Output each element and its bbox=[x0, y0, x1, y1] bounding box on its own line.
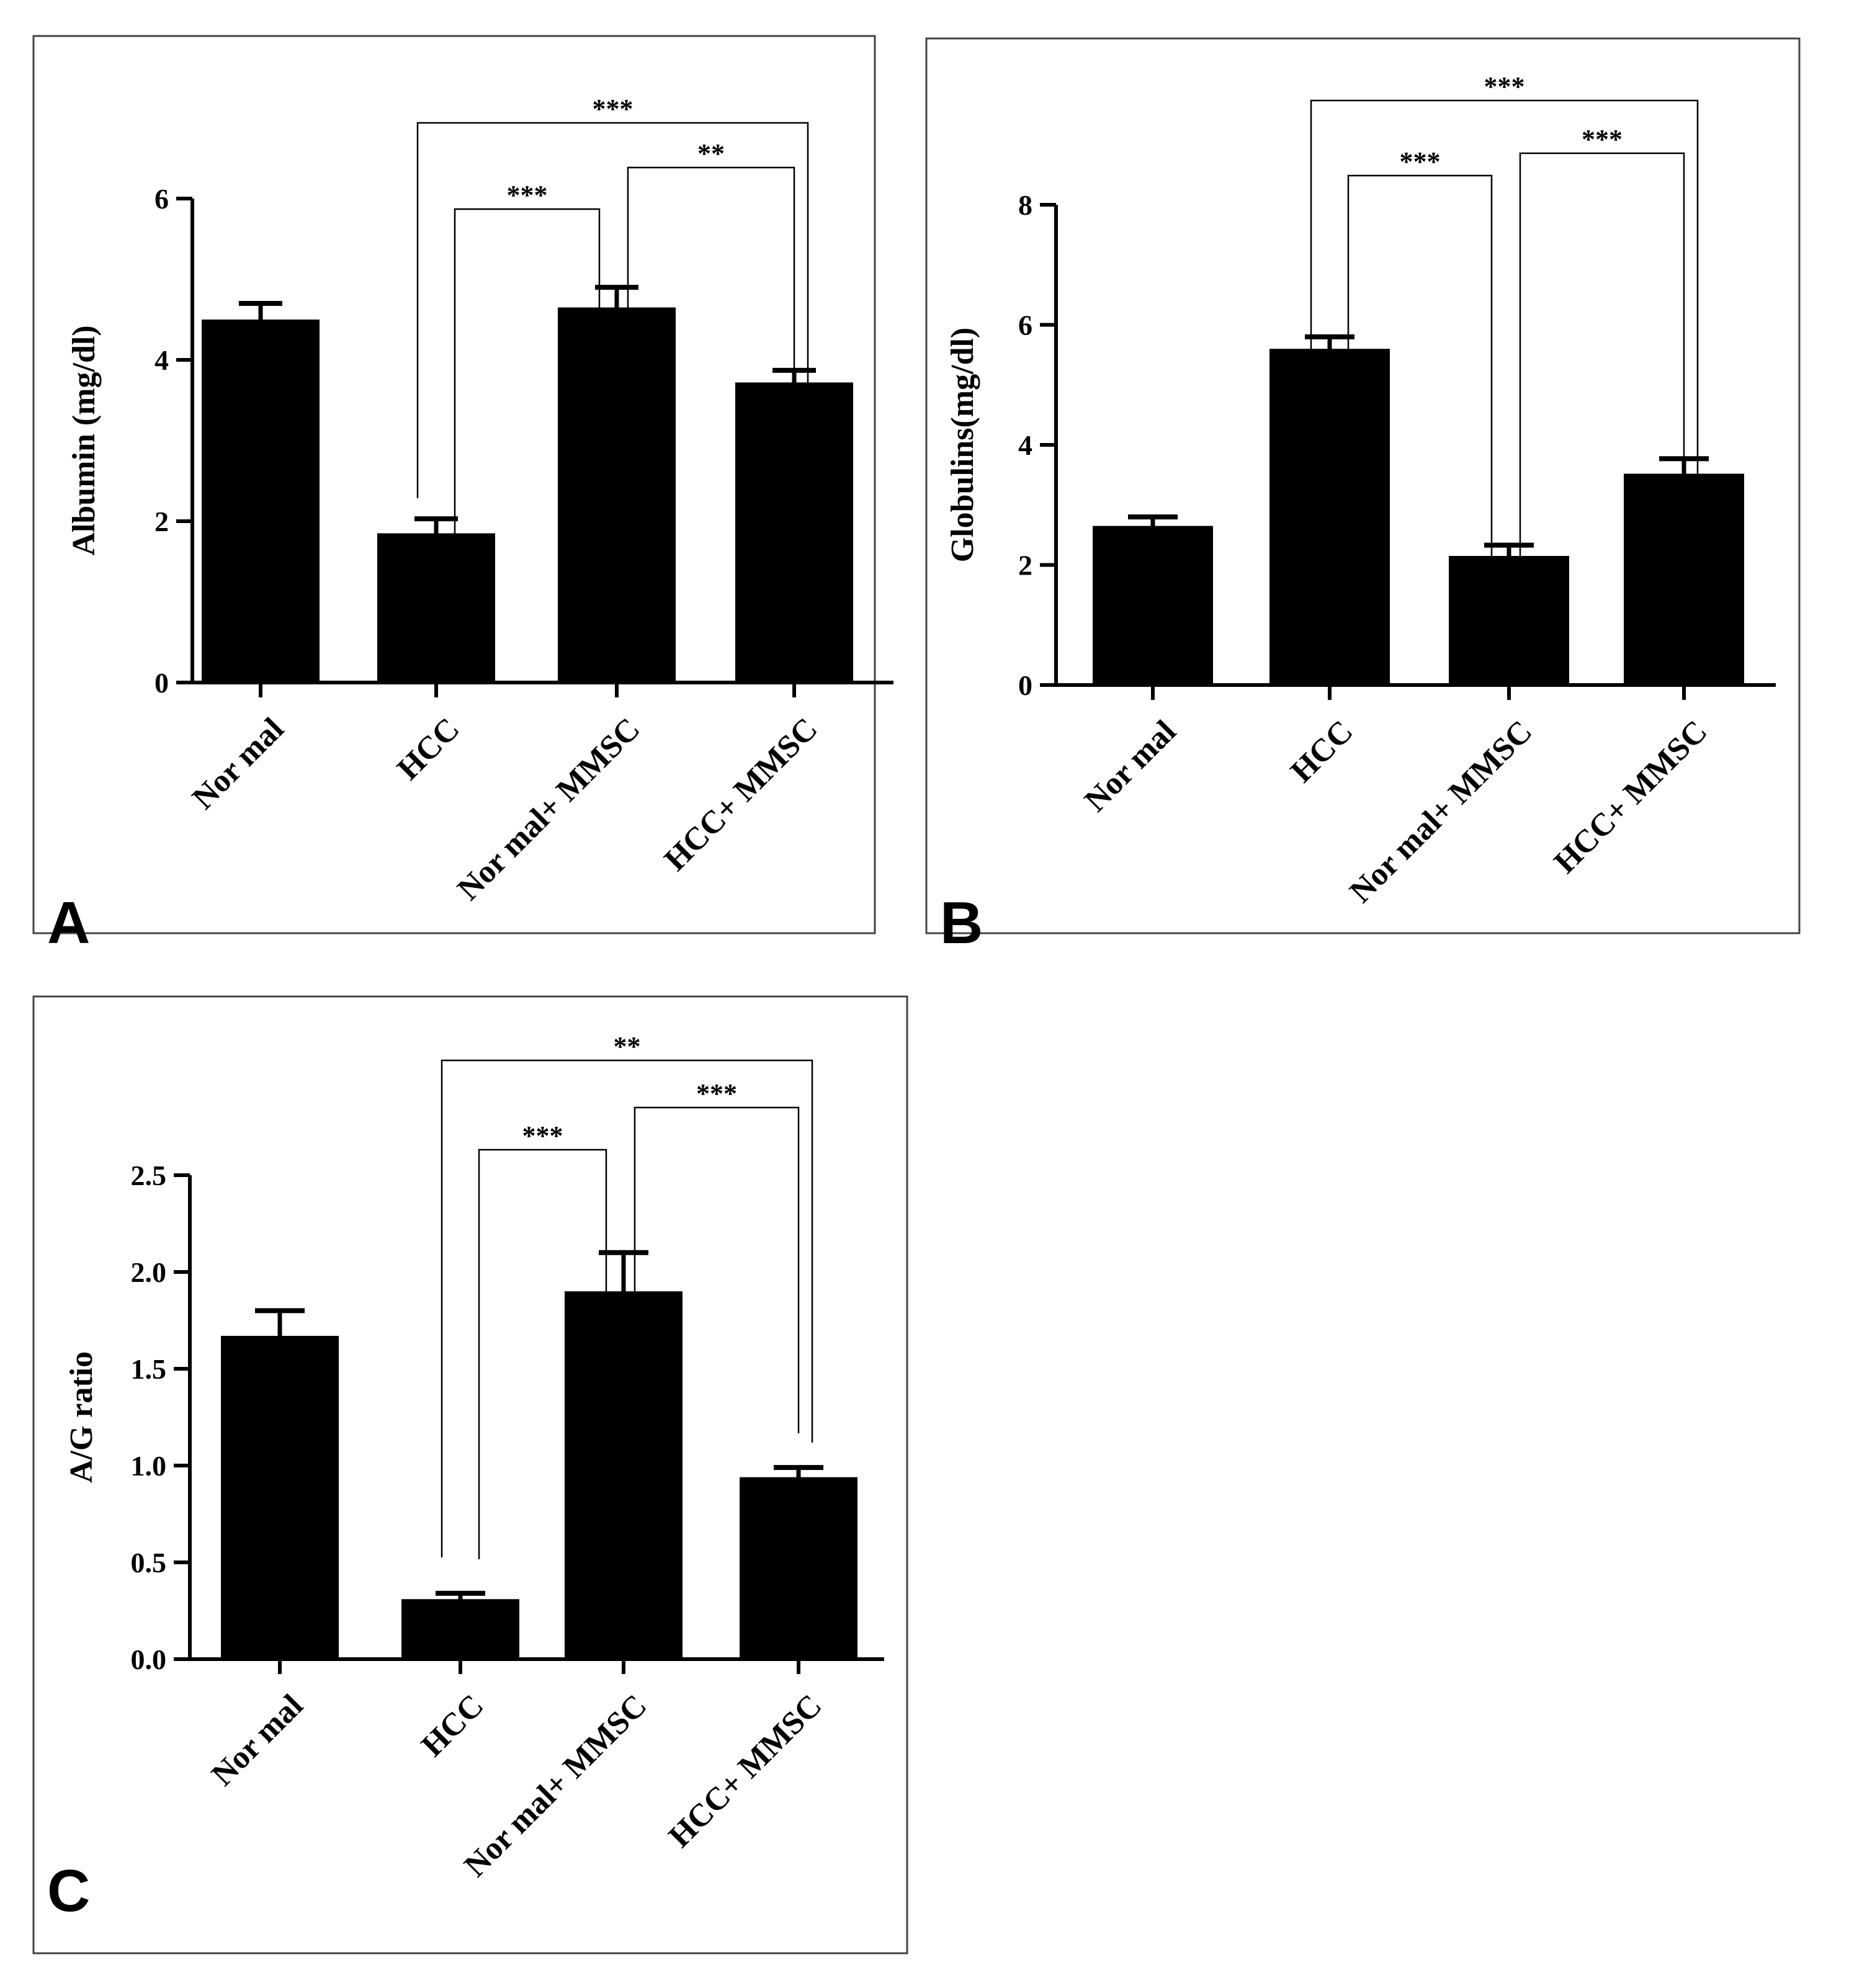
panel-b-ytick-label: 6 bbox=[1018, 310, 1032, 341]
panel-a-significance-label: ** bbox=[697, 138, 725, 169]
panel-a-ytick-label: 2 bbox=[154, 506, 169, 537]
panel-b-bracket bbox=[1519, 152, 1685, 645]
panel-a-xlabel-hcc-mmsc: HCC+ MMSC bbox=[658, 711, 825, 878]
panel-c-letter: C bbox=[47, 1858, 90, 1924]
panel-a-significance-label: *** bbox=[593, 94, 633, 124]
panel-a-comparison-1: *** bbox=[454, 180, 601, 546]
panel-c-significance-label: ** bbox=[614, 1031, 641, 1062]
panel-c-ytick-label: 2.0 bbox=[131, 1256, 167, 1288]
panel-b-bar-normal bbox=[1093, 526, 1213, 685]
panel-b-ytick-label: 4 bbox=[1018, 429, 1032, 461]
panel-c-significance-label: *** bbox=[522, 1121, 563, 1151]
panel-a-bar-normal bbox=[202, 320, 320, 683]
panel-b-significance-label: *** bbox=[1484, 71, 1525, 102]
panel-b-bar-hcc bbox=[1269, 349, 1390, 685]
panel-c-bar-hcc-mmsc bbox=[740, 1477, 857, 1659]
panel-a-xlabel-hcc: HCC bbox=[390, 711, 466, 787]
panel-c-bar-normal bbox=[221, 1335, 339, 1659]
panel-b-comparison-2: *** bbox=[1519, 124, 1685, 645]
panel-c-xlabel-normal-mmsc: Nor mal+ MMSC bbox=[458, 1688, 654, 1884]
panel-a-xlabel-normal-mmsc: Nor mal+ MMSC bbox=[451, 711, 647, 907]
panel-b-ytick-label: 8 bbox=[1018, 189, 1032, 221]
panel-c-ytick-label: 0.0 bbox=[131, 1644, 167, 1675]
panel-b-ylabel: Globulins(mg/dl) bbox=[945, 328, 980, 563]
panel-c-ytick-label: 0.5 bbox=[131, 1547, 167, 1578]
panel-c-bar-hcc bbox=[401, 1599, 519, 1659]
panel-c-bar-normal-mmsc bbox=[565, 1291, 683, 1659]
panel-c-comparison-3: ** bbox=[441, 1031, 813, 1557]
panel-c-xlabel-hcc-mmsc: HCC+ MMSC bbox=[662, 1688, 829, 1855]
panel-a-ytick-label: 6 bbox=[154, 183, 169, 215]
panel-c-ytick-label: 1.0 bbox=[131, 1450, 167, 1482]
panel-a-ylabel: Albumin (mg/dl) bbox=[66, 325, 102, 555]
panel-b-bracket bbox=[1310, 99, 1699, 651]
panel-b-significance-label: *** bbox=[1400, 146, 1441, 177]
panel-a-bar-hcc bbox=[377, 533, 495, 683]
panel-c-ytick-label: 1.5 bbox=[131, 1353, 167, 1385]
panel-a-bracket bbox=[416, 122, 809, 683]
panel-c-comparison-1: *** bbox=[478, 1121, 607, 1559]
panel-c-xlabel-normal: Nor mal bbox=[205, 1688, 310, 1793]
panel-a-ytick-label: 4 bbox=[154, 344, 169, 376]
panel-c-significance-label: *** bbox=[696, 1078, 737, 1109]
panel-b-ytick-label: 0 bbox=[1018, 669, 1032, 701]
panel-c-frame bbox=[32, 995, 908, 1954]
panel-a-ytick-label: 0 bbox=[154, 667, 169, 699]
panel-b-bracket bbox=[1347, 174, 1493, 643]
panel-c-comparison-2: *** bbox=[633, 1078, 800, 1487]
panel-b-xlabel-hcc-mmsc: HCC+ MMSC bbox=[1547, 714, 1714, 880]
panel-c-bracket bbox=[441, 1059, 813, 1557]
panel-a-significance-label: *** bbox=[507, 180, 548, 210]
panel-c-xlabel-hcc: HCC bbox=[414, 1688, 490, 1763]
panel-a-comparison-3: *** bbox=[416, 94, 809, 683]
panel-b-bar-normal-mmsc bbox=[1449, 555, 1569, 685]
panel-b-letter: B bbox=[940, 890, 983, 956]
panel-a-xlabel-normal: Nor mal bbox=[186, 711, 290, 816]
panel-b-xlabel-normal: Nor mal bbox=[1078, 714, 1183, 818]
panel-a-bracket bbox=[454, 208, 601, 546]
panel-b-xlabel-normal-mmsc: Nor mal+ MMSC bbox=[1343, 714, 1539, 910]
panel-a-comparison-2: ** bbox=[627, 138, 795, 554]
panel-c-bracket bbox=[478, 1148, 607, 1559]
panel-b-comparison-1: *** bbox=[1347, 146, 1493, 643]
panel-b-xlabel-hcc: HCC bbox=[1284, 714, 1359, 789]
panel-a-bracket bbox=[627, 166, 795, 554]
panel-c-ytick-label: 2.5 bbox=[131, 1160, 167, 1191]
panel-b-comparison-3: *** bbox=[1310, 71, 1699, 651]
panel-a-bar-normal-mmsc bbox=[558, 307, 676, 683]
panel-b-frame bbox=[925, 37, 1801, 934]
panel-a-letter: A bbox=[47, 890, 90, 956]
panel-b-ytick-label: 2 bbox=[1018, 550, 1032, 581]
panel-c-bracket bbox=[633, 1106, 800, 1487]
panel-c-ylabel: A/G ratio bbox=[64, 1351, 99, 1483]
panel-b-significance-label: *** bbox=[1582, 124, 1623, 154]
panel-a-frame bbox=[32, 35, 876, 934]
panel-c: 0.0 0.5 1.0 1.5 2.0 2.5 A/G ratio Nor mal HCCNor… bbox=[32, 995, 908, 1954]
